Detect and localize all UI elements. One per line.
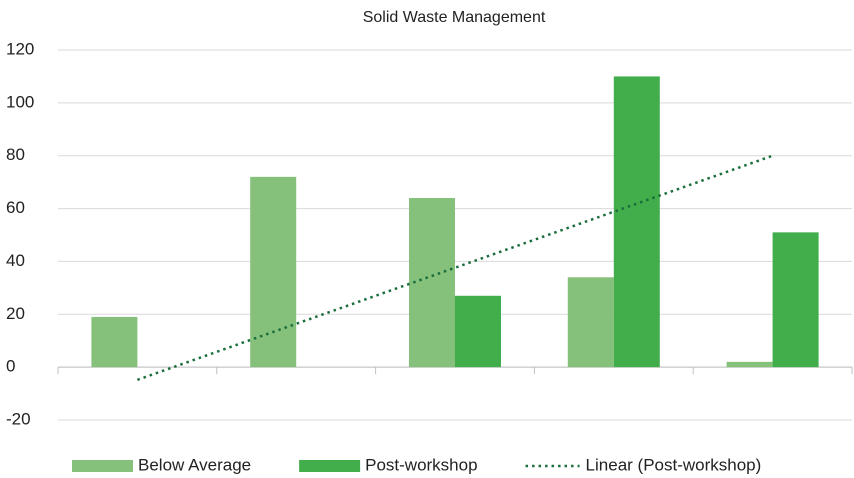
y-tick-label: 0 <box>6 357 15 376</box>
bar <box>455 295 501 368</box>
legend-label: Post-workshop <box>365 455 477 474</box>
y-tick-label: 120 <box>6 39 34 58</box>
chart-title: Solid Waste Management <box>363 9 546 26</box>
legend-swatch <box>299 460 361 472</box>
bar <box>613 76 660 368</box>
y-tick-label: 40 <box>6 251 25 270</box>
y-tick-label: 80 <box>6 145 25 164</box>
bar <box>772 232 819 368</box>
bar <box>250 176 297 368</box>
y-tick-label: 60 <box>6 198 25 217</box>
y-tick-label: 20 <box>6 304 25 323</box>
bar <box>567 277 614 368</box>
legend-swatch <box>72 460 133 472</box>
bar <box>726 361 773 368</box>
bar <box>91 316 138 368</box>
y-tick-label: -20 <box>6 409 31 428</box>
legend-label: Linear (Post-workshop) <box>586 455 762 474</box>
y-tick-label: 100 <box>6 92 34 111</box>
legend-label: Below Average <box>138 455 251 474</box>
bar <box>409 198 455 368</box>
trendline <box>136 154 774 382</box>
